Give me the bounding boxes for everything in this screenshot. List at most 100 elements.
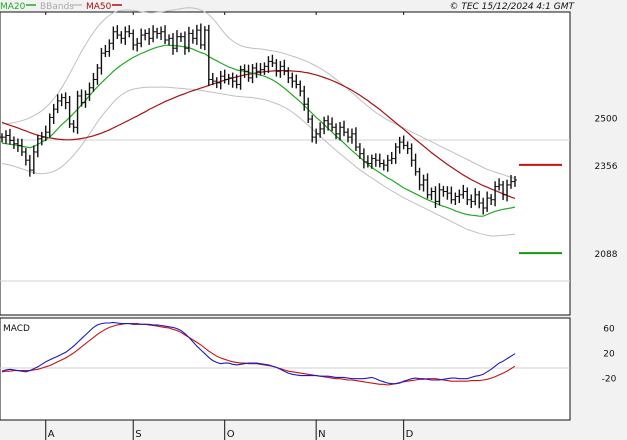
price-bar [318,122,323,138]
price-bar [361,148,366,169]
price-bar [302,85,307,111]
price-bar [509,175,514,189]
price-bar [377,153,382,168]
price-bar [369,154,374,169]
price-bar [186,26,191,53]
price-bar [139,28,144,48]
price-bar [91,72,96,92]
macd-line [1,321,516,385]
price-bar [210,72,215,86]
price-bar [35,134,40,158]
price-bar [107,39,112,57]
price-bar [178,32,183,42]
price-bar [481,197,486,215]
price-bar [230,72,235,88]
macd-title: MACD [3,324,30,334]
price-bar [55,94,60,114]
price-bar [345,128,350,143]
price-bar [19,138,24,156]
price-bar [51,103,56,124]
price-bar [174,30,179,53]
price-bar [413,153,418,176]
macd-y-tick-label: -20 [602,374,617,384]
price-panel [0,11,571,316]
price-bar [27,154,32,177]
price-bar [330,117,335,132]
price-bars [0,23,517,215]
price-bar [441,185,446,197]
price-bar [3,130,8,144]
price-bar [0,133,4,143]
price-bar [198,23,203,49]
resistance-level-label: 2356 [595,162,618,172]
legend-ma50: MA50 [86,2,112,12]
price-bar [246,64,251,82]
price-bar [310,115,315,143]
price-bar [206,24,211,87]
price-bar [306,97,311,123]
level-markers: 2356 2088 [519,162,618,260]
x-tick-label: S [135,429,141,440]
price-bar [401,135,406,150]
legend: MA20 BBands MA50 © TEC 15/12/2024 4:1 GM… [0,2,575,12]
price-bar [274,59,279,77]
ma20-line [1,44,516,217]
price-bar [485,191,490,212]
price-bar [23,148,28,166]
price-gridlines [0,139,570,282]
price-bar [7,128,12,145]
macd-lines [1,321,516,386]
price-bar [151,25,156,43]
bbands-upper-line [1,7,516,179]
price-bar [425,173,430,199]
price-bar [190,29,195,44]
price-bar [202,26,207,51]
price-bar [278,61,283,78]
price-bar [497,178,502,191]
price-bar [262,62,267,75]
price-bar [131,29,136,51]
price-bar [218,70,223,90]
price-bar [135,38,140,52]
macd-panel [0,317,571,421]
x-tick-label: N [318,429,325,440]
price-bar [163,25,168,44]
price-bar [290,72,295,88]
price-bar [381,159,386,171]
macd-y-tick-label: 60 [603,324,615,334]
price-bar [43,125,48,142]
price-bar [242,64,247,78]
price-bar [182,31,187,55]
price-bar [31,145,36,175]
x-tick-label: O [227,429,235,440]
price-bar [437,183,442,206]
price-bar [194,24,199,45]
price-bar [365,155,370,168]
price-bar [15,138,20,152]
price-bar [11,136,16,150]
price-bar [326,115,331,131]
ma50-line [1,70,516,199]
price-bar [47,113,52,138]
price-y-tick-label: 2500 [595,114,618,124]
price-bar [147,28,152,45]
price-bar [357,143,362,159]
price-bar [123,26,128,45]
price-bar [469,194,474,208]
x-tick-label: A [48,429,55,440]
y-axis-ticks: 2500 60 20 -20 [595,114,618,384]
price-bar [433,186,438,208]
price-bar [282,59,287,76]
price-bar [334,123,339,140]
price-bar [461,184,466,199]
price-bar [429,187,434,201]
price-bar [99,47,104,75]
price-bar [234,74,239,89]
price-bar [465,187,470,205]
support-level-label: 2088 [595,250,618,260]
price-bar [79,89,84,107]
price-bar [353,127,358,151]
price-bar [83,90,88,108]
